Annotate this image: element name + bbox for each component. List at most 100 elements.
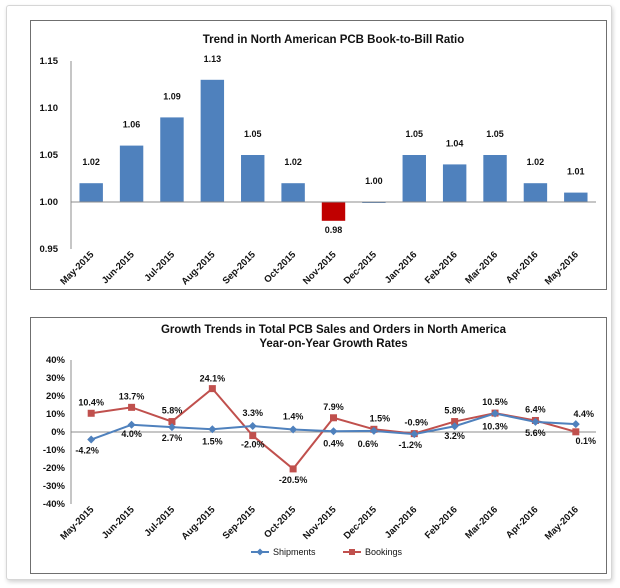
bookings-data-label: 10.5%: [482, 397, 508, 407]
bookings-marker: [87, 409, 95, 417]
bar-data-label: 1.05: [244, 129, 262, 139]
shipments-marker: [369, 426, 378, 435]
book-to-bill-svg: Trend in North American PCB Book-to-Bill…: [40, 34, 596, 288]
shipments-marker: [87, 435, 96, 444]
shipments-marker: [410, 430, 419, 439]
bar: [523, 183, 548, 202]
bookings-marker: [572, 428, 580, 436]
bar-data-label: 0.98: [325, 225, 343, 235]
shipments-data-label: 1.5%: [202, 436, 223, 446]
growth-trends-svg: Growth Trends in Total PCB Sales and Ord…: [43, 324, 597, 557]
bookings-data-label: 7.9%: [323, 402, 344, 412]
shipments-data-label: 5.6%: [525, 428, 546, 438]
bar-data-label: 1.06: [123, 120, 141, 130]
y-tick-label: -40%: [43, 499, 66, 510]
x-tick-label: Feb-2016: [423, 249, 460, 286]
y-tick-label: 1.00: [40, 197, 59, 208]
shipments-data-label: 2.7%: [162, 433, 183, 443]
chart-subtitle: Year-on-Year Growth Rates: [259, 338, 407, 350]
x-tick-label: Feb-2016: [423, 504, 460, 541]
x-tick-label: Jan-2016: [383, 249, 420, 286]
bar: [119, 145, 144, 202]
y-tick-label: -30%: [43, 481, 66, 492]
x-tick-label: Nov-2015: [301, 249, 339, 287]
x-tick-label: Apr-2016: [504, 249, 541, 286]
bookings-data-label: 6.4%: [525, 404, 546, 414]
bar: [483, 155, 507, 202]
bookings-data-label: 13.7%: [119, 391, 145, 401]
x-tick-label: May-2015: [58, 249, 97, 288]
shipments-data-label: 3.2%: [444, 431, 465, 441]
bar-data-label: 1.00: [365, 176, 383, 186]
shipments-marker: [208, 425, 217, 434]
shipments-data-label: 1.4%: [283, 411, 304, 421]
bar-data-label: 1.04: [446, 138, 464, 148]
bookings-data-label: -2.0%: [241, 440, 265, 450]
bookings-data-label: -20.5%: [279, 475, 308, 485]
y-tick-label: -10%: [43, 445, 66, 456]
bookings-marker: [249, 432, 257, 440]
shipments-data-label: -1.2%: [399, 440, 423, 450]
x-tick-label: Aug-2015: [179, 504, 218, 543]
legend-shipments-label: Shipments: [273, 547, 316, 557]
x-tick-label: Aug-2015: [179, 249, 218, 288]
shipments-marker: [531, 417, 540, 426]
bar-data-label: 1.02: [284, 157, 302, 167]
x-tick-label: May-2016: [543, 504, 581, 542]
y-tick-label: 30%: [46, 373, 66, 384]
x-tick-label: Jan-2016: [383, 504, 420, 541]
bar: [200, 79, 225, 202]
bookings-data-label: 5.8%: [162, 406, 183, 416]
bookings-data-label: 1.5%: [370, 413, 391, 423]
bookings-marker: [289, 465, 297, 473]
bookings-marker: [168, 418, 176, 426]
bar-data-label: 1.09: [163, 91, 181, 101]
bar: [564, 192, 588, 202]
x-tick-label: Apr-2016: [504, 504, 541, 541]
shipments-data-label: 0.4%: [323, 438, 344, 448]
shipments-data-label: -4.2%: [75, 446, 99, 456]
shipments-marker: [167, 423, 176, 432]
shipments-data-label: 10.3%: [482, 421, 508, 431]
bar-data-label: 1.05: [486, 129, 504, 139]
bar: [79, 183, 103, 202]
shipments-marker: [127, 420, 136, 429]
shipments-marker: [289, 425, 298, 434]
shipments-marker: [329, 427, 338, 436]
bookings-marker: [208, 385, 216, 393]
y-tick-label: 0%: [51, 427, 65, 438]
x-tick-label: Mar-2016: [463, 249, 500, 286]
bar-data-label: 1.05: [406, 129, 424, 139]
shipments-data-label: 4.0%: [121, 429, 142, 439]
y-tick-label: 1.15: [40, 56, 59, 67]
y-tick-label: 1.05: [40, 150, 59, 161]
bar: [442, 164, 467, 202]
shipments-data-label: 3.3%: [242, 408, 263, 418]
bookings-marker: [451, 418, 459, 426]
shipments-marker: [248, 422, 257, 431]
x-tick-label: Oct-2015: [262, 249, 299, 286]
bar-data-label: 1.02: [527, 157, 545, 167]
legend-bookings-label: Bookings: [365, 547, 403, 557]
bar: [160, 117, 184, 202]
x-tick-label: Jul-2015: [142, 249, 177, 284]
y-tick-label: 0.95: [40, 244, 59, 255]
legend-shipments-marker: [256, 548, 264, 556]
bar: [281, 183, 305, 202]
y-tick-label: -20%: [43, 463, 66, 474]
y-tick-label: 40%: [46, 355, 66, 366]
x-tick-label: Jul-2015: [142, 504, 177, 539]
x-tick-label: May-2016: [543, 249, 581, 287]
x-tick-label: Nov-2015: [301, 504, 339, 542]
bookings-data-label: 0.1%: [576, 436, 597, 446]
chart-title: Growth Trends in Total PCB Sales and Ord…: [161, 324, 507, 336]
bar-data-label: 1.13: [204, 54, 222, 64]
bookings-data-label: 10.4%: [78, 397, 104, 407]
y-tick-label: 10%: [46, 409, 66, 420]
bookings-marker: [330, 414, 337, 422]
bar-data-label: 1.02: [82, 157, 100, 167]
y-tick-label: 1.10: [40, 103, 59, 114]
shipments-data-label: 0.6%: [358, 439, 379, 449]
x-tick-label: Mar-2016: [463, 504, 500, 541]
x-tick-label: Dec-2015: [342, 249, 380, 287]
